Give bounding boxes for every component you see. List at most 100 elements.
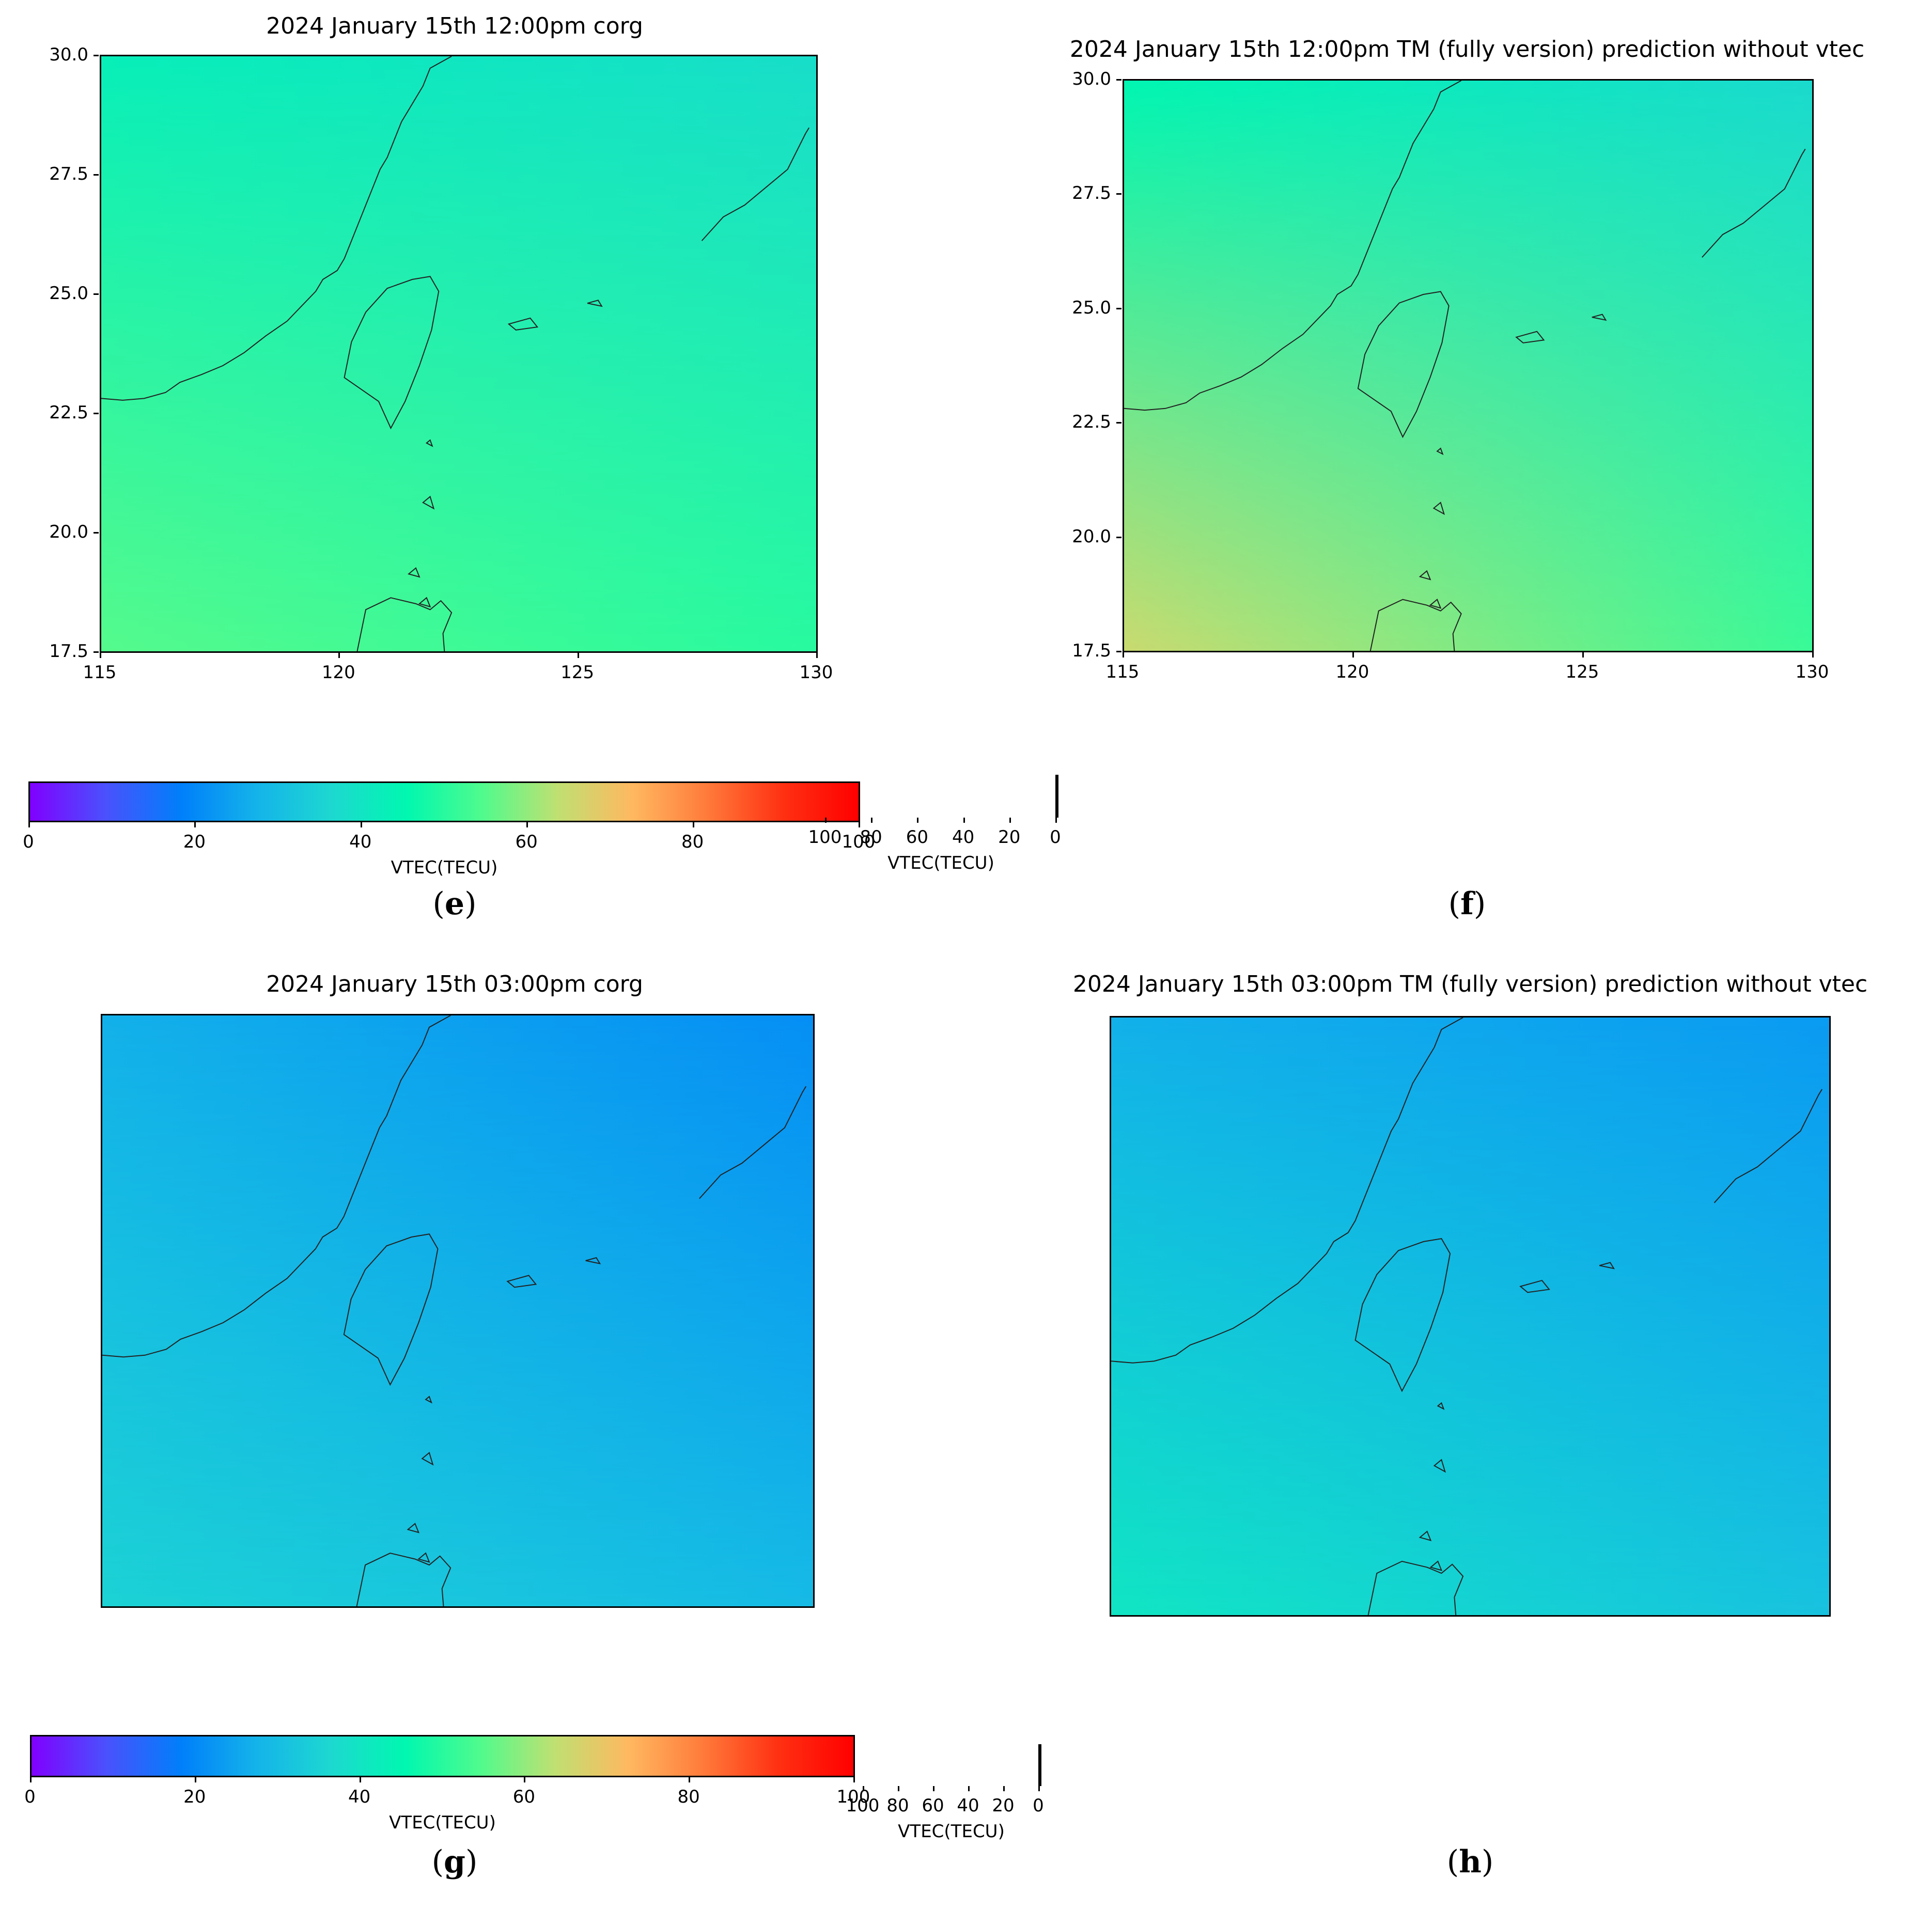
chart-title: 2024 January 15th 12:00pm corg xyxy=(266,13,643,39)
coastline-isl3 xyxy=(1420,448,1444,608)
x-tick-mark xyxy=(577,653,579,658)
coastline-ryukyu xyxy=(699,1086,806,1198)
colorbar-tick-mark xyxy=(859,822,860,827)
y-tick-label: 30.0 xyxy=(49,44,88,65)
colorbar-label: VTEC(TECU) xyxy=(898,1821,1005,1842)
field-bottom-layer xyxy=(1124,81,1812,651)
colorbar-tick-label: 80 xyxy=(677,1787,700,1807)
y-tick-mark xyxy=(94,532,99,534)
coastline-ryukyu xyxy=(1715,1089,1822,1203)
coastlines xyxy=(101,56,816,651)
colorbar-tick-mark xyxy=(871,818,873,823)
colorbar xyxy=(30,1735,855,1777)
x-tick-label: 115 xyxy=(83,662,117,683)
colorbar-tick-label: 40 xyxy=(348,1787,371,1807)
coastlines xyxy=(102,1015,813,1606)
coastlines xyxy=(1111,1018,1829,1615)
coastline-isl1 xyxy=(1520,1280,1549,1292)
colorbar-tick-label: 80 xyxy=(886,1795,909,1816)
coastline-ryukyu xyxy=(1702,149,1805,257)
y-tick-mark xyxy=(94,413,99,414)
x-tick-label: 120 xyxy=(1335,662,1369,682)
colorbar-tick-mark xyxy=(1038,1786,1040,1791)
panel-letter: g xyxy=(444,1844,465,1880)
y-tick-mark xyxy=(94,55,99,56)
coastline-taiwan xyxy=(1355,1239,1450,1391)
colorbar-tick-mark xyxy=(968,1786,970,1791)
coastline-china xyxy=(101,56,451,400)
colorbar xyxy=(28,781,860,822)
coastline-luzon xyxy=(357,598,451,651)
y-tick-mark xyxy=(1116,651,1121,652)
x-tick-label: 130 xyxy=(1795,662,1829,682)
coastline-taiwan xyxy=(344,1234,438,1385)
x-tick-label: 120 xyxy=(321,662,355,683)
field-top-layer xyxy=(1124,81,1812,651)
panel-letter: h xyxy=(1459,1844,1482,1880)
colorbar xyxy=(1055,775,1058,818)
colorbar-tick-mark xyxy=(1009,818,1011,823)
colorbar-tick-label: 60 xyxy=(922,1795,944,1816)
y-tick-mark xyxy=(1116,79,1121,81)
colorbar-label: VTEC(TECU) xyxy=(389,1812,496,1833)
colorbar-tick-mark xyxy=(30,1777,32,1782)
colorbar-tick-label: 20 xyxy=(992,1795,1015,1816)
x-tick-mark xyxy=(338,653,340,658)
vtec-field xyxy=(102,1015,813,1606)
panel-label: (f) xyxy=(1448,886,1486,922)
y-tick-mark xyxy=(1116,536,1121,538)
y-tick-mark xyxy=(1116,307,1121,309)
colorbar-tick-mark xyxy=(360,822,362,827)
colorbar xyxy=(1038,1744,1041,1786)
colorbar-tick-mark xyxy=(194,822,196,827)
coastlines xyxy=(1124,81,1812,651)
coastline-luzon xyxy=(1368,1561,1463,1615)
y-tick-label: 17.5 xyxy=(49,641,88,662)
colorbar-tick-label: 0 xyxy=(1033,1795,1044,1816)
x-tick-label: 130 xyxy=(799,662,833,683)
coastline-luzon xyxy=(357,1553,451,1606)
colorbar-tick-label: 100 xyxy=(808,827,842,848)
colorbar-tick-label: 100 xyxy=(846,1795,880,1816)
vtec-field xyxy=(101,56,816,651)
colorbar-tick-label: 0 xyxy=(24,1787,36,1807)
y-tick-label: 22.5 xyxy=(49,402,88,423)
colorbar-tick-mark xyxy=(689,1777,691,1782)
coastline-isl2 xyxy=(1592,315,1606,320)
panel-letter: e xyxy=(444,886,465,922)
x-tick-mark xyxy=(1582,652,1584,658)
colorbar-tick-label: 40 xyxy=(957,1795,979,1816)
y-tick-mark xyxy=(94,293,99,295)
colorbar-tick-mark xyxy=(933,1786,934,1791)
colorbar-tick-mark xyxy=(1003,1786,1005,1791)
colorbar-tick-mark xyxy=(1055,818,1057,823)
colorbar-tick-mark xyxy=(194,1777,196,1782)
coastline-isl2 xyxy=(586,1258,600,1263)
coastline-china xyxy=(1124,81,1461,410)
coastline-luzon xyxy=(1370,600,1461,651)
chart-title: 2024 January 15th 03:00pm TM (fully vers… xyxy=(1072,971,1868,997)
colorbar-tick-label: 40 xyxy=(952,827,975,848)
y-tick-mark xyxy=(94,651,99,653)
y-tick-label: 30.0 xyxy=(1072,69,1111,89)
coastline-isl2 xyxy=(1599,1262,1614,1269)
coastline-china xyxy=(1111,1018,1463,1363)
coastline-isl1 xyxy=(1516,332,1544,343)
y-tick-mark xyxy=(1116,422,1121,424)
colorbar-tick-mark xyxy=(692,822,694,827)
colorbar-tick-label: 100 xyxy=(842,832,876,852)
vtec-field xyxy=(1124,81,1812,651)
chart-title: 2024 January 15th 12:00pm TM (fully vers… xyxy=(1069,36,1865,62)
vtec-map xyxy=(100,55,818,653)
coastline-ryukyu xyxy=(702,128,809,241)
colorbar-tick-mark xyxy=(825,818,827,823)
coastline-isl1 xyxy=(509,318,537,330)
panel-label: (h) xyxy=(1446,1844,1494,1880)
colorbar-tick-label: 0 xyxy=(1050,827,1061,848)
colorbar-tick-mark xyxy=(524,1777,526,1782)
coastline-isl3 xyxy=(409,440,433,607)
x-tick-mark xyxy=(1352,652,1354,658)
